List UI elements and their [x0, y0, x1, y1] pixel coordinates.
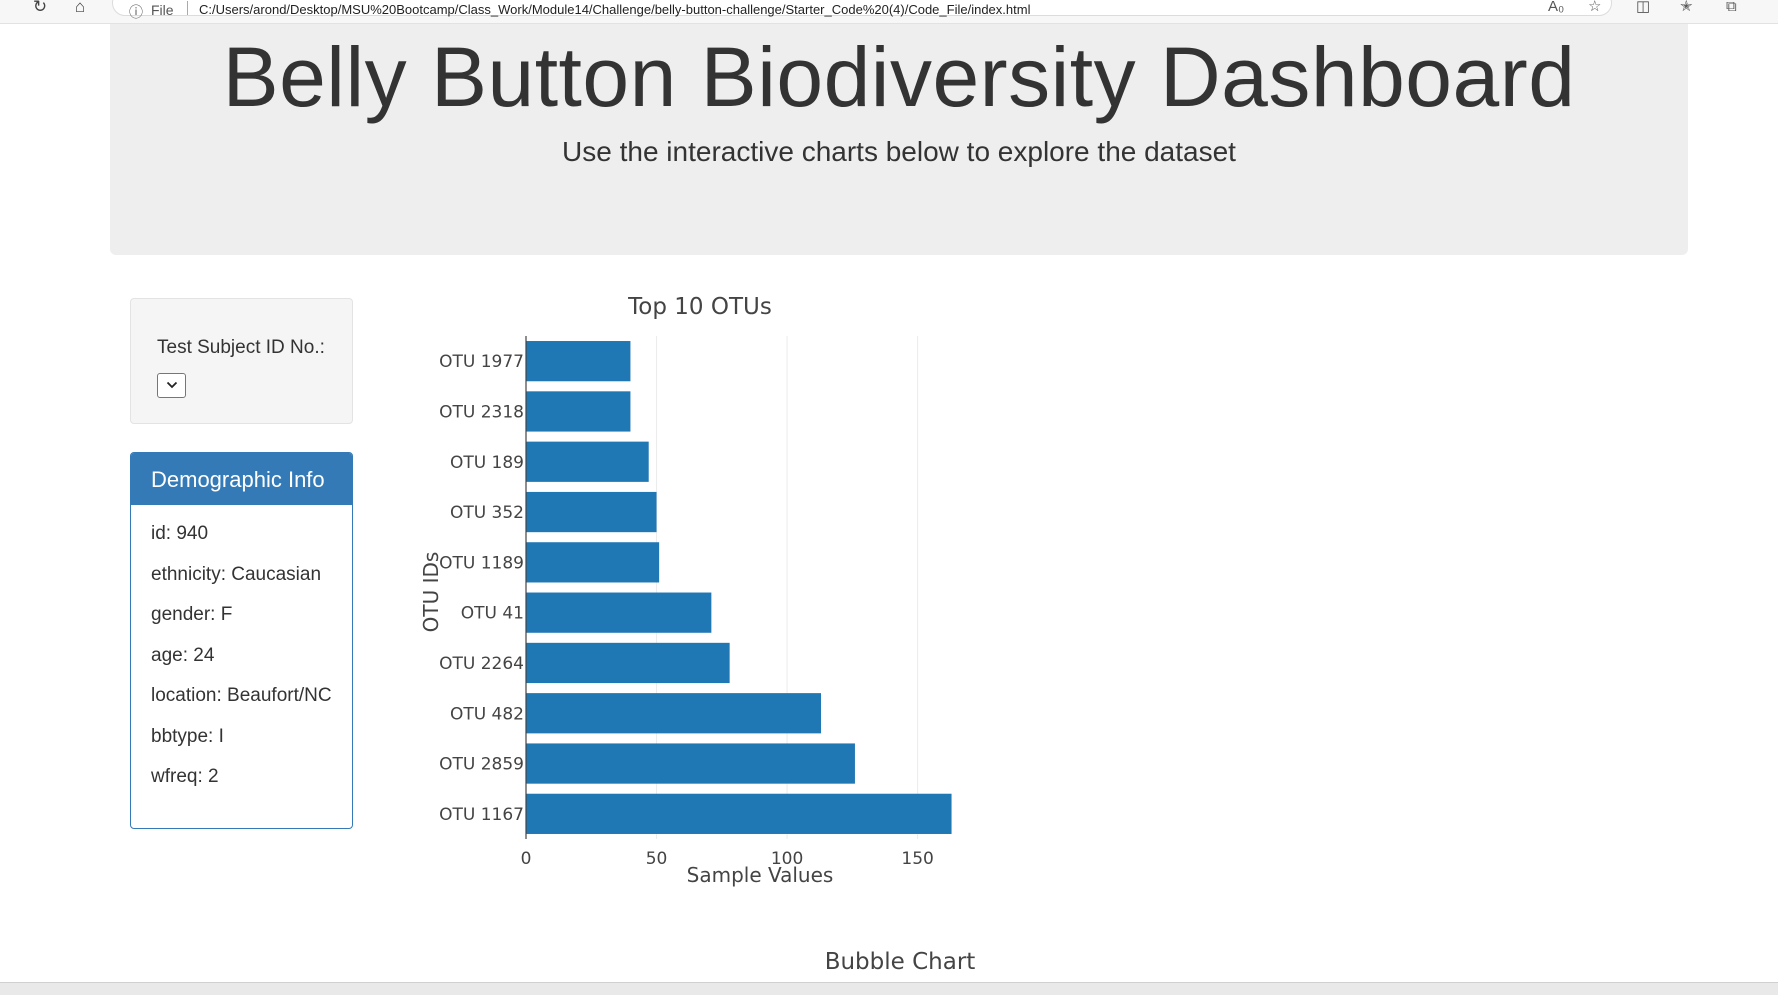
y-tick-label: OTU 41: [461, 604, 524, 624]
demographic-row-id: id: 940: [151, 523, 209, 544]
bar[interactable]: [526, 743, 855, 784]
demographic-row-age: age: 24: [151, 644, 215, 666]
y-tick-label: OTU 189: [450, 453, 524, 473]
demographic-panel-heading: Demographic Info: [131, 453, 352, 505]
y-tick-labels: OTU 1167 OTU 2859 OTU 482 OTU 2264 OTU 41 OTU…: [439, 352, 524, 825]
bar[interactable]: [526, 592, 712, 633]
favorites-icon[interactable]: ✭: [1680, 0, 1693, 15]
bar[interactable]: [526, 642, 730, 684]
y-tick-label: OTU 482: [450, 704, 524, 724]
y-tick-label: OTU 1167: [439, 805, 524, 825]
x-tick-label: 0: [521, 849, 532, 869]
chart-title: Top 10 OTUs: [627, 294, 772, 320]
reload-icon[interactable]: ↻: [32, 0, 48, 16]
y-tick-label: OTU 1977: [439, 352, 524, 372]
subject-selector-well: Test Subject ID No.:: [130, 298, 353, 424]
y-tick-label: OTU 2318: [439, 402, 524, 422]
file-label: File: [151, 2, 174, 18]
demographic-panel: Demographic Info id: 940 ethnicity: Cauc…: [130, 452, 353, 829]
subject-id-select[interactable]: [157, 373, 186, 398]
x-tick-labels: 0 50 100 150: [521, 849, 934, 869]
read-aloud-icon[interactable]: A₀: [1548, 0, 1565, 15]
subject-selector-label: Test Subject ID No.:: [157, 337, 325, 358]
demographic-row-gender: gender: F: [151, 604, 233, 625]
y-tick-label: OTU 2859: [439, 755, 524, 775]
x-tick-label: 150: [901, 849, 933, 869]
chevron-down-icon: [166, 381, 177, 389]
bubble-chart-title: Bubble Chart: [824, 949, 976, 975]
address-separator: [187, 1, 188, 15]
demographic-row-location: location: Beaufort/NC: [151, 685, 332, 706]
page-subtitle: Use the interactive charts below to expl…: [562, 136, 1236, 167]
bar[interactable]: [526, 693, 822, 734]
split-screen-icon[interactable]: ◫: [1636, 0, 1651, 15]
demographic-row-bbtype: bbtype: I: [151, 725, 224, 747]
home-icon[interactable]: ⌂: [74, 0, 86, 16]
bar[interactable]: [526, 542, 660, 583]
bars: [526, 341, 952, 834]
bar[interactable]: [526, 341, 631, 382]
top-otus-bar-chart[interactable]: Top 10 OTUs OTU IDs Sample Values OTU 11…: [400, 282, 1020, 922]
url-text[interactable]: C:/Users/arond/Desktop/MSU%20Bootcamp/Cl…: [199, 2, 1031, 17]
y-tick-label: OTU 1189: [439, 553, 524, 573]
x-axis-label: Sample Values: [687, 863, 834, 887]
status-bar: [0, 982, 1778, 995]
page-title: Belly Button Biodiversity Dashboard: [222, 30, 1576, 124]
bar[interactable]: [526, 391, 631, 432]
browser-toolbar: ↻ ⌂ ⓘ File C:/Users/arond/Desktop/MSU%20…: [0, 0, 1778, 24]
y-tick-label: OTU 352: [450, 503, 524, 523]
bar[interactable]: [526, 793, 952, 834]
y-tick-label: OTU 2264: [439, 654, 524, 674]
x-tick-label: 50: [646, 849, 668, 869]
demographic-row-ethnicity: ethnicity: Caucasian: [151, 563, 322, 585]
bar[interactable]: [526, 441, 649, 482]
info-icon[interactable]: ⓘ: [129, 4, 143, 20]
x-tick-label: 100: [771, 849, 803, 869]
y-axis-label: OTU IDs: [419, 552, 443, 633]
address-bar[interactable]: ⓘ File C:/Users/arond/Desktop/MSU%20Boot…: [112, 0, 1612, 20]
bar[interactable]: [526, 491, 657, 533]
favorite-star-icon[interactable]: ☆: [1588, 0, 1602, 15]
demographic-row-wfreq: wfreq: 2: [151, 766, 219, 787]
jumbotron: Belly Button Biodiversity Dashboard Use …: [110, 24, 1688, 255]
demographic-panel-body: id: 940 ethnicity: Caucasian gender: F a…: [131, 505, 352, 807]
collections-icon[interactable]: ⧉: [1726, 0, 1737, 15]
